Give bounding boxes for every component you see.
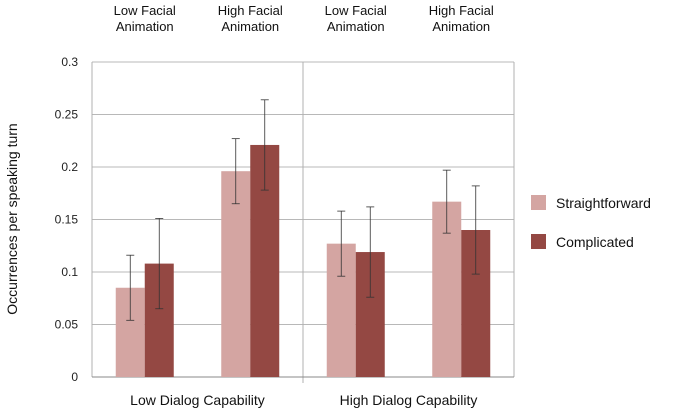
group-label: Low Dialog Capability [130, 392, 265, 408]
y-tick-label: 0.2 [61, 160, 78, 174]
y-tick-label: 0.15 [55, 213, 79, 227]
legend-label: Straightforward [556, 195, 651, 211]
y-tick-label: 0 [71, 370, 78, 384]
y-tick-label: 0.25 [55, 108, 79, 122]
group-label: High Dialog Capability [340, 392, 478, 408]
legend-swatch [531, 195, 546, 210]
subgroup-label: Animation [327, 19, 385, 34]
subgroup-label: Low Facial [114, 3, 176, 18]
subgroup-label: High Facial [218, 3, 283, 18]
subgroup-label: Animation [116, 19, 174, 34]
y-tick-label: 0.05 [55, 318, 79, 332]
subgroup-label: Animation [432, 19, 490, 34]
subgroup-label: Animation [221, 19, 279, 34]
y-axis-label: Occurrences per speaking turn [4, 123, 20, 314]
y-tick-label: 0.3 [61, 55, 78, 69]
bar-straightforward [221, 171, 251, 377]
legend-label: Complicated [556, 234, 634, 250]
subgroup-label: High Facial [429, 3, 494, 18]
legend-swatch [531, 234, 546, 249]
y-tick-label: 0.1 [61, 265, 78, 279]
subgroup-label: Low Facial [325, 3, 387, 18]
